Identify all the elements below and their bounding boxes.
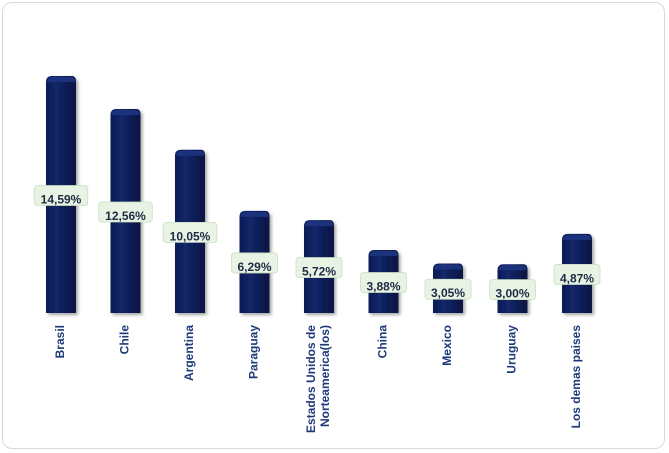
category-label-text: Uruguay [505, 325, 519, 374]
data-label-box [489, 279, 536, 301]
bar-top-cap [434, 264, 462, 270]
data-label-text: 12,56% [105, 209, 146, 223]
data-label: 12,56% [98, 201, 153, 223]
category-label: Estados Unidos de Norteamerica(los) [304, 325, 332, 433]
data-label-text: 3,05% [431, 286, 465, 300]
category-label-text: Estados Unidos de [304, 325, 318, 433]
category-label: Los demas paises [569, 325, 583, 429]
category-label: Brasil [53, 325, 67, 358]
bar-top-cap [498, 265, 527, 271]
data-label: 3,05% [424, 278, 472, 300]
data-label-box [98, 201, 153, 223]
category-label-text: Paraguay [247, 325, 261, 379]
category-label-text: Norteamerica(los) [318, 325, 332, 427]
category-label-text: Brasil [53, 325, 67, 358]
category-label: Argentina [182, 325, 196, 381]
bar-top-cap [47, 77, 75, 82]
category-label-text: Los demas paises [569, 325, 583, 429]
bar-top-cap [369, 250, 398, 256]
bar-top-cap [305, 221, 333, 227]
data-label-box [33, 185, 89, 206]
data-label: 5,72% [295, 257, 343, 279]
data-label-text: 10,05% [170, 229, 211, 243]
data-label-text: 14,59% [41, 193, 82, 207]
bar-top-cap [563, 234, 591, 240]
category-label-text: China [376, 325, 390, 359]
data-label-text: 6,29% [237, 260, 271, 274]
category-labels-layer: Brasil Chile Argentina Paraguay Estados Unid… [53, 325, 583, 433]
category-label-text: Mexico [440, 325, 454, 366]
data-label: 4,87% [553, 264, 601, 285]
data-label-text: 4,87% [560, 271, 594, 285]
category-label: China [376, 325, 390, 359]
data-label: 3,00% [489, 279, 536, 301]
category-label: Uruguay [505, 325, 519, 374]
data-label-box [360, 272, 407, 293]
data-label: 14,59% [33, 185, 89, 207]
category-label: Mexico [440, 325, 454, 366]
bar-top-cap [176, 150, 204, 156]
data-label-box [231, 252, 278, 274]
bar-top-cap [240, 211, 269, 217]
category-label-text: Argentina [182, 325, 196, 381]
data-label-text: 3,88% [366, 279, 400, 293]
data-label: 3,88% [360, 272, 407, 293]
data-label: 6,29% [231, 252, 278, 274]
data-label-box [162, 221, 218, 243]
data-label: 10,05% [162, 221, 218, 243]
data-label-box [295, 257, 343, 278]
data-label-text: 3,00% [495, 287, 529, 301]
data-label-box [553, 264, 601, 285]
category-label-text: Chile [118, 325, 132, 355]
data-labels-layer: 14,59% 12,56% 10,05% 6,29% 5,72% 3,88% 3,05% 3,… [33, 185, 601, 301]
category-label: Paraguay [247, 325, 261, 379]
bar-top-cap [111, 109, 140, 115]
category-label: Chile [118, 325, 132, 355]
data-label-box [424, 278, 472, 300]
data-label-text: 5,72% [302, 265, 336, 279]
